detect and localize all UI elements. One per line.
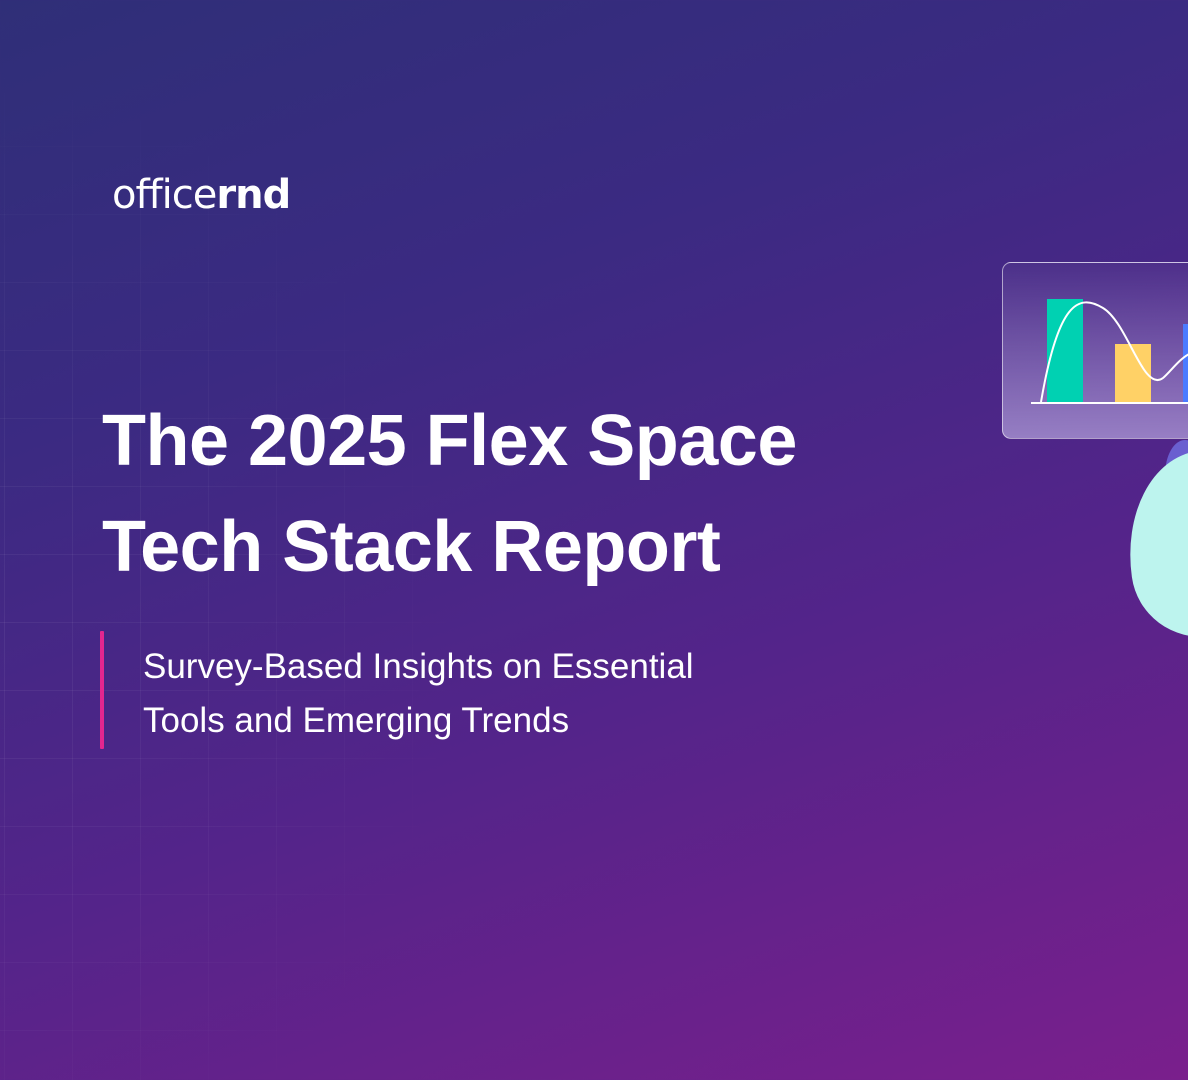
report-subtitle-line-2: Tools and Emerging Trends: [143, 701, 570, 740]
logo-text-bold: rnd: [216, 172, 291, 218]
report-title: The 2025 Flex Space Tech Stack Report: [102, 388, 797, 600]
report-subtitle: Survey-Based Insights on Essential Tools…: [143, 640, 694, 748]
illustration-bar-yellow: [1115, 344, 1151, 403]
illustration-curve: [1040, 301, 1188, 403]
officernd-logo[interactable]: officernd: [112, 172, 291, 218]
illustration-bar-blue: [1183, 324, 1188, 403]
logo-text-light: office: [112, 172, 217, 218]
report-subtitle-line-1: Survey-Based Insights on Essential: [143, 647, 694, 686]
report-title-line-2: Tech Stack Report: [102, 507, 721, 587]
chart-illustration-card: [1002, 262, 1188, 439]
chart-illustration: [1031, 299, 1188, 404]
report-title-line-1: The 2025 Flex Space: [102, 401, 797, 481]
subtitle-accent-bar: [100, 631, 104, 749]
